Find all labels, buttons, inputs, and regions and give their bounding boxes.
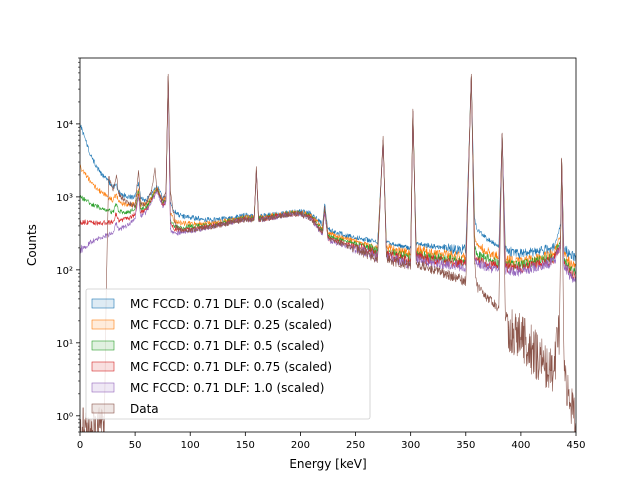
y-tick-label: 10⁴	[56, 120, 73, 131]
legend-label: MC FCCD: 0.71 DLF: 0.0 (scaled)	[130, 297, 324, 311]
legend-item: MC FCCD: 0.71 DLF: 0.25 (scaled)	[91, 318, 332, 332]
x-tick-label: 300	[401, 440, 420, 451]
legend-swatch	[91, 382, 115, 393]
y-tick-label: 10³	[56, 193, 73, 204]
y-tick-label: 10⁰	[56, 412, 73, 423]
series-line	[80, 75, 576, 283]
legend-label: MC FCCD: 0.71 DLF: 0.5 (scaled)	[130, 339, 324, 353]
legend: MC FCCD: 0.71 DLF: 0.0 (scaled) MC FCCD: …	[85, 288, 371, 420]
x-axis-label: Energy [keV]	[289, 457, 366, 471]
x-axis: 0 50 100 150 200 250 300 350 400 450	[77, 432, 586, 451]
x-tick-label: 150	[236, 440, 255, 451]
legend-swatch	[91, 298, 115, 309]
series-layer	[80, 73, 576, 432]
legend-swatch	[91, 319, 115, 330]
x-tick-label: 50	[129, 440, 142, 451]
x-tick-label: 0	[77, 440, 83, 451]
y-tick-label: 10¹	[56, 339, 73, 350]
legend-swatch	[91, 340, 115, 351]
y-axis-label: Counts	[25, 224, 39, 266]
legend-box	[85, 288, 371, 420]
x-tick-label: 100	[181, 440, 200, 451]
series-line	[80, 75, 576, 270]
legend-swatch	[91, 403, 115, 414]
legend-swatch	[91, 361, 115, 372]
plot-frame	[79, 57, 577, 433]
x-tick-label: 400	[511, 440, 530, 451]
legend-label: MC FCCD: 0.71 DLF: 1.0 (scaled)	[130, 381, 324, 395]
legend-item: MC FCCD: 0.71 DLF: 1.0 (scaled)	[91, 381, 324, 395]
legend-label: Data	[130, 402, 159, 416]
legend-item: MC FCCD: 0.71 DLF: 0.75 (scaled)	[91, 360, 332, 374]
x-tick-label: 250	[346, 440, 365, 451]
legend-item: Data	[91, 402, 159, 416]
series-line	[80, 73, 576, 432]
legend-label: MC FCCD: 0.71 DLF: 0.25 (scaled)	[130, 318, 332, 332]
x-tick-label: 200	[291, 440, 310, 451]
legend-item: MC FCCD: 0.71 DLF: 0.5 (scaled)	[91, 339, 324, 353]
y-axis: 10⁰ 10¹ 10² 10³ 10⁴	[56, 57, 80, 433]
x-tick-label: 350	[456, 440, 475, 451]
legend-item: MC FCCD: 0.71 DLF: 0.0 (scaled)	[91, 297, 324, 311]
legend-label: MC FCCD: 0.71 DLF: 0.75 (scaled)	[130, 360, 332, 374]
x-tick-label: 450	[566, 440, 585, 451]
y-tick-label: 10²	[56, 266, 73, 277]
